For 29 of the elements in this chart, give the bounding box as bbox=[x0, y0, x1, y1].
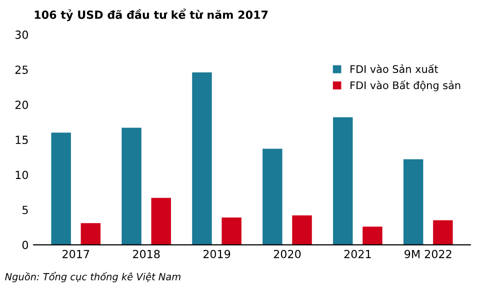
bar bbox=[262, 148, 282, 245]
y-tick-label: 5 bbox=[22, 206, 28, 214]
legend-label: FDI vào Bất động sản bbox=[350, 80, 460, 92]
x-tick-label: 9M 2022 bbox=[404, 250, 452, 258]
bar bbox=[403, 159, 424, 245]
bar bbox=[122, 128, 142, 245]
bar bbox=[151, 198, 171, 245]
bar bbox=[51, 132, 71, 245]
text: Nguồn: Tổng cục thống kê Việt Nam bbox=[5, 272, 180, 282]
bar bbox=[80, 223, 101, 245]
y-tick-label: 30 bbox=[15, 30, 28, 39]
bar bbox=[362, 226, 382, 245]
x-tick-label: 2020 bbox=[274, 250, 301, 258]
bar bbox=[292, 215, 312, 245]
bar bbox=[222, 217, 242, 245]
y-tick-label: 20 bbox=[15, 100, 28, 110]
y-tick-label: 15 bbox=[16, 136, 28, 144]
x-tick-label: 2019 bbox=[203, 250, 230, 258]
bar bbox=[192, 72, 212, 245]
y-tick-label: 0 bbox=[22, 240, 28, 250]
x-tick-label: 2017 bbox=[62, 250, 90, 258]
legend-label: FDI vào Sản xuất bbox=[350, 64, 438, 74]
bar bbox=[433, 220, 453, 245]
x-tick-label: 2018 bbox=[133, 250, 160, 258]
x-tick-label: 2021 bbox=[344, 250, 371, 258]
y-tick-label: 25 bbox=[15, 66, 28, 74]
y-tick-label: 10 bbox=[16, 170, 28, 180]
bar bbox=[333, 117, 353, 245]
chart-title: 106 tỷ USD đã đầu tư kể từ năm 2017 bbox=[34, 8, 268, 22]
